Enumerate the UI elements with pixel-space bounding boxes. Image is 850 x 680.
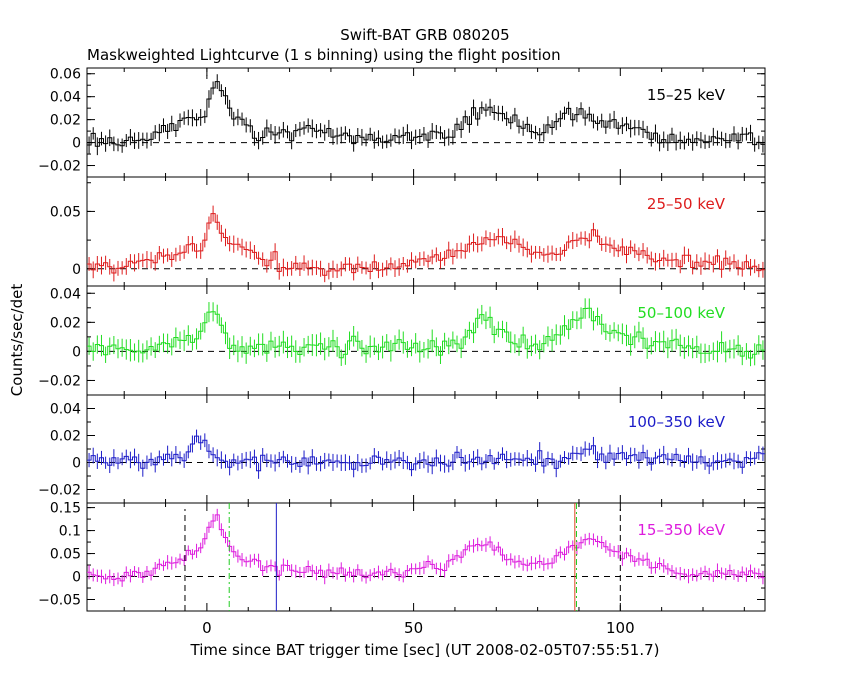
- panel-2: 0 0.05 25–50 keV: [50, 176, 766, 287]
- y-tick-label: 0: [72, 344, 81, 360]
- y-tick-label: 0.02: [50, 429, 81, 445]
- lightcurve-series: [87, 81, 765, 147]
- y-tick-label: −0.02: [38, 159, 81, 175]
- y-tick-label: 0.05: [50, 204, 81, 220]
- y-tick-label: 0: [72, 136, 81, 152]
- panels-group: −0.02 0 0.02 0.04 0.06 15–25 keV 0 0.05 25–50 ke…: [38, 67, 766, 637]
- y-axis-label: Counts/sec/det: [8, 284, 26, 397]
- chart-subtitle: Maskweighted Lightcurve (1 s binning) us…: [87, 46, 561, 64]
- y-tick-label: 0: [72, 570, 81, 586]
- lightcurve-series: [87, 514, 765, 582]
- y-tick-label: 0: [72, 456, 81, 472]
- y-tick-label: 0: [72, 262, 81, 278]
- panel-frame: [86, 176, 766, 287]
- y-tick-label: 0.06: [50, 67, 81, 83]
- x-axis-label: Time since BAT trigger time [sec] (UT 20…: [190, 641, 660, 659]
- panel-frame: [86, 502, 766, 612]
- panel-1: −0.02 0 0.02 0.04 0.06 15–25 keV: [38, 67, 766, 178]
- y-tick-label: −0.02: [38, 373, 81, 389]
- y-tick-label: 0.1: [59, 524, 81, 540]
- y-tick-label: −0.05: [38, 593, 81, 609]
- y-tick-label: 0.15: [50, 501, 81, 517]
- lightcurve-series: [87, 435, 765, 472]
- y-tick-label: 0.04: [50, 402, 81, 418]
- band-label: 100–350 keV: [628, 413, 726, 431]
- panel-4: −0.02 0 0.02 0.04 100–350 keV: [38, 394, 766, 504]
- y-tick-label: 0.02: [50, 113, 81, 129]
- chart-title: Swift-BAT GRB 080205: [340, 26, 509, 44]
- y-tick-label: −0.02: [38, 483, 81, 499]
- x-tick-label: 100: [606, 619, 635, 637]
- band-label: 50–100 keV: [637, 304, 725, 322]
- lightcurve-series: [87, 213, 765, 276]
- panel-3: −0.02 0 0.02 0.04 50–100 keV: [38, 285, 766, 396]
- x-tick-label: 50: [404, 619, 423, 637]
- panel-5: −0.05 0 0.05 0.1 0.15 15–350 keV 0 50 100: [38, 501, 766, 637]
- y-tick-label: 0.02: [50, 315, 81, 331]
- y-tick-label: 0.04: [50, 286, 81, 302]
- x-tick-label: 0: [202, 619, 212, 637]
- band-label: 15–25 keV: [647, 86, 726, 104]
- lightcurve-series: [87, 307, 765, 359]
- band-label: 25–50 keV: [647, 195, 726, 213]
- band-label: 15–350 keV: [637, 521, 725, 539]
- y-tick-label: 0.05: [50, 547, 81, 563]
- y-tick-label: 0.04: [50, 90, 81, 106]
